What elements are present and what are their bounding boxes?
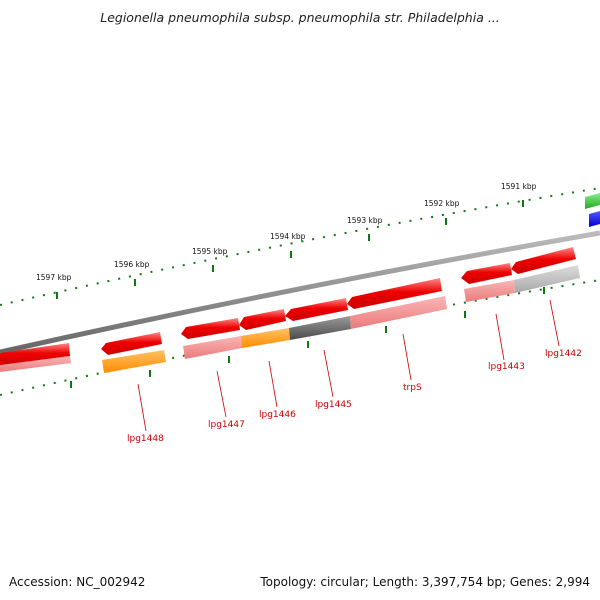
kbp-label: 1592 kbp — [424, 199, 460, 208]
kbp-label: 1596 kbp — [114, 260, 150, 269]
kbp-label: 1593 kbp — [347, 216, 383, 225]
gene-arrow[interactable] — [585, 193, 600, 209]
gene-leader-lines — [137, 299, 560, 432]
gene-arrow[interactable] — [350, 296, 447, 329]
gene-arrow[interactable] — [0, 356, 71, 372]
gene-arrow[interactable] — [511, 247, 576, 274]
gene-label-lpg1448[interactable]: lpg1448 — [127, 434, 164, 444]
reverse-strand-genes — [0, 211, 600, 373]
gene-arrow[interactable] — [347, 278, 442, 309]
gene-arrow[interactable] — [514, 265, 580, 293]
gene-label-lpg1443[interactable]: lpg1443 — [488, 362, 525, 372]
gene-label-lpg1445[interactable]: lpg1445 — [315, 400, 352, 410]
kbp-label: 1594 kbp — [270, 232, 306, 241]
gene-label-trps[interactable]: trpS — [403, 383, 422, 393]
gene-arrow[interactable] — [461, 263, 512, 284]
kbp-label: 1597 kbp — [36, 273, 72, 282]
gene-arrow[interactable] — [239, 309, 286, 330]
accession-text: Accession: NC_002942 — [9, 575, 146, 589]
gene-arrow[interactable] — [464, 280, 515, 302]
gene-arrow[interactable] — [102, 350, 166, 373]
genome-backbone — [0, 230, 600, 355]
gene-arrow[interactable] — [101, 332, 162, 355]
gene-arrow[interactable] — [241, 328, 290, 348]
outer-major-ticks — [56, 200, 524, 299]
map-title: Legionella pneumophila subsp. pneumophil… — [100, 10, 500, 25]
gene-arrow[interactable] — [285, 298, 348, 321]
gene-label-lpg1442[interactable]: lpg1442 — [545, 349, 582, 359]
gene-arrow[interactable] — [0, 343, 70, 366]
inner-major-ticks — [70, 287, 545, 388]
gene-arrow[interactable] — [289, 316, 351, 340]
gene-label-lpg1446[interactable]: lpg1446 — [259, 410, 296, 420]
kbp-label: 1591 kbp — [501, 182, 537, 191]
forward-strand-genes — [0, 193, 600, 366]
gene-label-lpg1447[interactable]: lpg1447 — [208, 420, 245, 430]
gene-arrow[interactable] — [183, 336, 242, 359]
gene-arrow[interactable] — [589, 211, 600, 227]
kbp-label: 1595 kbp — [192, 247, 228, 256]
genome-summary-text: Topology: circular; Length: 3,397,754 bp… — [260, 575, 590, 589]
gene-arrow[interactable] — [181, 318, 240, 339]
